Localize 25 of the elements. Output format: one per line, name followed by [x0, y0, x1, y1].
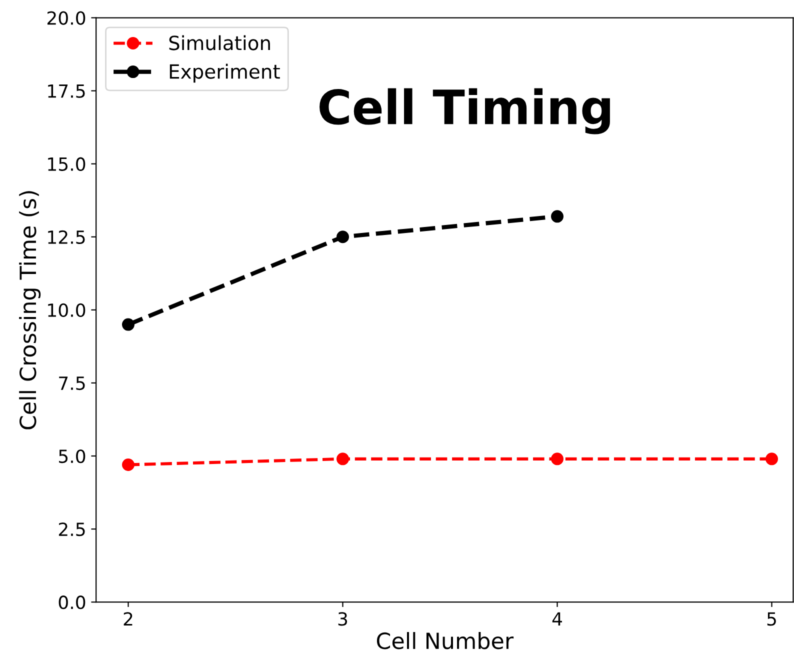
- x-tick-label: 3: [338, 612, 348, 626]
- y-tick-label: 7.5: [59, 376, 85, 390]
- point: [551, 210, 564, 223]
- y-tick-label: 0.0: [58, 596, 86, 610]
- legend-label: Simulation: [169, 35, 270, 50]
- point: [122, 318, 134, 331]
- point: [551, 452, 564, 466]
- y-tick-label: 15.0: [48, 157, 86, 171]
- x-axis-title: Cell Number: [376, 632, 514, 650]
- point: [336, 230, 349, 244]
- text: Cell Timing: [320, 88, 610, 134]
- y-tick-label: 5.0: [59, 449, 86, 464]
- y-tick-label: 20.0: [47, 11, 86, 25]
- x-tick-label: 4: [552, 612, 562, 626]
- y-axis-title: Cell Crossing Time (s): [19, 191, 41, 430]
- y-tick-label: 12.5: [48, 230, 85, 244]
- y-tick-label: 2.5: [58, 522, 85, 536]
- y-tick-label: 10.0: [48, 303, 86, 318]
- point: [336, 452, 349, 466]
- legend-label: Experiment: [170, 64, 280, 83]
- x-tick-label: 5: [767, 612, 776, 626]
- x-tick-label: 2: [124, 612, 132, 626]
- y-tick-label: 17.5: [48, 84, 85, 98]
- point: [122, 458, 134, 472]
- point: [766, 452, 778, 466]
